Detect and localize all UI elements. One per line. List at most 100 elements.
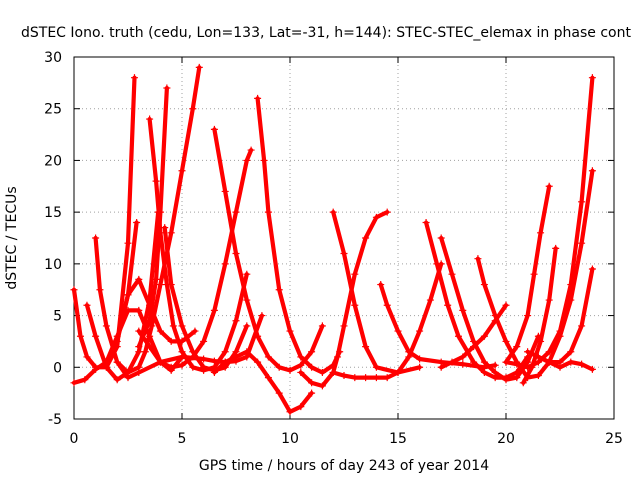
y-tick-label: 30: [44, 50, 62, 66]
data-point-pass-14: [297, 403, 305, 411]
data-point-pass-27: [578, 322, 586, 330]
data-point-pass-14: [275, 389, 283, 397]
data-point-pass-25: [537, 337, 545, 345]
data-point-pass-15: [383, 208, 391, 216]
data-point-pass-16: [351, 301, 359, 309]
data-point-pass-09: [247, 146, 255, 154]
data-point-pass-15: [297, 368, 305, 376]
data-point-pass-13: [318, 368, 326, 376]
data-point-pass-17: [377, 281, 385, 289]
data-point-pass-16: [372, 363, 380, 371]
chart-title: dSTEC Iono. truth (cedu, Lon=133, Lat=-3…: [21, 25, 631, 41]
data-point-pass-09: [146, 343, 154, 351]
series-line-pass-13: [255, 96, 342, 375]
data-point-pass-01: [130, 74, 138, 82]
data-point-pass-04: [258, 312, 266, 320]
data-point-pass-18: [426, 296, 434, 304]
data-point-pass-22: [470, 343, 478, 351]
data-point-pass-21: [502, 337, 510, 345]
data-point-pass-12: [297, 361, 305, 369]
data-point-pass-09: [135, 327, 143, 335]
y-tick-label: 25: [44, 102, 62, 118]
data-point-pass-21: [480, 281, 488, 289]
data-point-pass-07: [178, 167, 186, 175]
data-point-pass-20: [513, 374, 521, 382]
data-point-pass-20: [480, 358, 488, 366]
data-point-pass-06: [118, 317, 126, 325]
data-point-pass-24: [502, 358, 510, 366]
data-point-pass-24: [513, 343, 521, 351]
data-point-pass-12: [254, 332, 262, 340]
y-axis-label: dSTEC / TECUs: [4, 186, 20, 289]
data-point-pass-24: [524, 312, 532, 320]
data-point-pass-13: [260, 156, 268, 164]
data-point-pass-08: [232, 317, 240, 325]
data-point-pass-27: [534, 353, 542, 361]
series-line-pass-15: [298, 210, 390, 388]
data-point-pass-07: [195, 63, 203, 71]
data-point-pass-18: [394, 368, 402, 376]
data-point-pass-22: [502, 301, 510, 309]
data-point-pass-12: [308, 348, 316, 356]
data-point-pass-12: [318, 322, 326, 330]
data-point-pass-25: [519, 379, 527, 387]
data-point-pass-10: [152, 275, 160, 283]
data-point-pass-21: [534, 372, 542, 380]
data-point-pass-02: [70, 379, 78, 387]
data-point-pass-26: [578, 360, 586, 368]
data-point-pass-18: [416, 327, 424, 335]
data-point-pass-15: [334, 353, 342, 361]
data-point-pass-11: [243, 322, 251, 330]
data-point-pass-15: [318, 382, 326, 390]
data-point-pass-17: [394, 327, 402, 335]
data-point-pass-12: [221, 187, 229, 195]
series-line-pass-14: [212, 349, 314, 414]
data-point-pass-02: [133, 218, 141, 226]
data-point-pass-07: [189, 105, 197, 113]
data-point-pass-18: [383, 374, 391, 382]
x-tick-label: 25: [605, 431, 623, 447]
data-point-pass-27: [556, 358, 564, 366]
series-line-pass-19: [424, 220, 530, 380]
series-line-pass-17: [378, 282, 498, 370]
x-tick-label: 10: [281, 431, 299, 447]
data-point-pass-03: [92, 332, 100, 340]
series-line-pass-09: [136, 148, 254, 370]
data-point-pass-08: [243, 270, 251, 278]
data-point-pass-23: [567, 281, 575, 289]
data-point-pass-13: [297, 353, 305, 361]
data-point-pass-16: [416, 363, 424, 371]
data-point-pass-07: [135, 363, 143, 371]
data-point-pass-24: [530, 270, 538, 278]
data-point-pass-18: [362, 374, 370, 382]
data-point-pass-05: [102, 358, 110, 366]
plot-frame: [73, 56, 615, 420]
data-point-pass-21: [474, 255, 482, 263]
data-point-pass-16: [340, 250, 348, 258]
data-point-pass-01: [76, 332, 84, 340]
data-point-pass-19: [444, 301, 452, 309]
data-point-pass-15: [308, 379, 316, 387]
data-point-pass-10: [163, 84, 171, 92]
data-point-pass-21: [588, 167, 596, 175]
x-tick-label: 5: [178, 431, 187, 447]
data-point-pass-13: [254, 94, 262, 102]
data-point-pass-04: [200, 355, 208, 363]
y-tick-label: 5: [53, 309, 62, 325]
data-point-pass-01: [70, 286, 78, 294]
y-tick-label: 0: [53, 360, 62, 376]
data-point-pass-22: [459, 353, 467, 361]
data-point-pass-27: [524, 348, 532, 356]
data-point-pass-13: [308, 363, 316, 371]
series-line-pass-03: [84, 210, 161, 382]
data-point-pass-08: [189, 363, 197, 371]
data-point-pass-19: [454, 332, 462, 340]
y-tick-label: -5: [48, 412, 62, 428]
data-point-pass-24: [537, 229, 545, 237]
data-point-pass-20: [491, 368, 499, 376]
data-point-pass-14: [243, 348, 251, 356]
data-point-pass-11: [178, 322, 186, 330]
data-point-pass-27: [588, 265, 596, 273]
data-point-pass-19: [480, 368, 488, 376]
